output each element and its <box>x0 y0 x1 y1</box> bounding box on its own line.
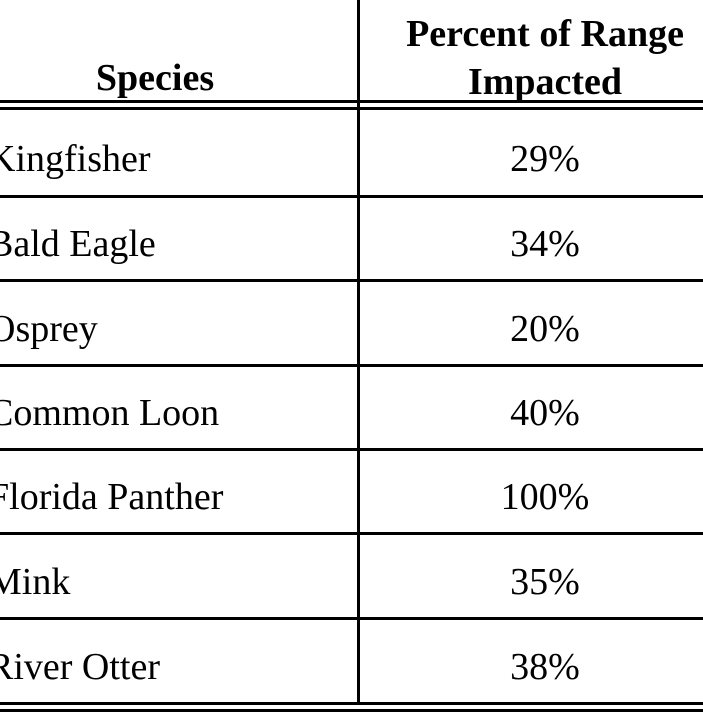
header-cell: Percent of Range Impacted <box>406 13 684 103</box>
bottom-rule <box>0 709 703 712</box>
percent-cell: 38% <box>510 645 580 688</box>
column-divider <box>357 0 360 703</box>
species-cell: Florida Panther <box>0 476 224 518</box>
species-cell: Osprey <box>0 307 98 350</box>
row-rule <box>0 195 703 198</box>
header-rule <box>0 100 703 103</box>
row-rule <box>0 279 703 282</box>
row-rule <box>0 532 703 535</box>
percent-cell: 20% <box>510 307 580 350</box>
percent-cell: 40% <box>510 392 580 434</box>
percent-cell: 34% <box>510 223 580 265</box>
row-rule <box>0 364 703 367</box>
species-cell: Common Loon <box>0 392 220 434</box>
row-rule <box>0 448 703 451</box>
bottom-rule <box>0 702 703 705</box>
species-cell: Bald Eagle <box>0 223 156 265</box>
percent-cell: 35% <box>510 560 580 603</box>
row-rule <box>0 617 703 620</box>
percent-cell: 100% <box>500 476 590 518</box>
species-cell: Mink <box>0 560 71 603</box>
percent-cell: 29% <box>510 138 580 180</box>
header-cell: Species <box>95 57 215 99</box>
species-cell: Kingfisher <box>0 138 151 180</box>
species-cell: River Otter <box>0 645 161 688</box>
header-rule <box>0 107 703 110</box>
